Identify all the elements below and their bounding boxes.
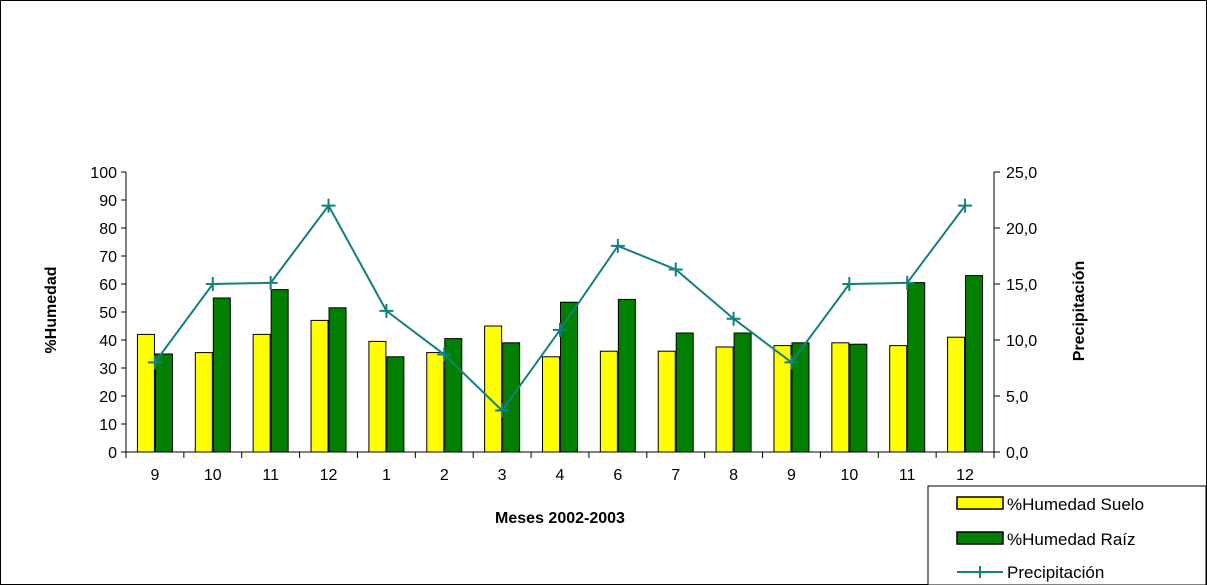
x-tick-label: 12: [320, 467, 338, 484]
left-tick-label: 30: [99, 361, 117, 378]
bar-humedad-suelo: [831, 342, 850, 453]
precipitation-point: [379, 303, 394, 318]
precipitation-point: [842, 277, 857, 291]
precipitation-point: [900, 275, 915, 290]
bar-humedad-suelo: [252, 333, 271, 453]
x-tick-label: 7: [671, 467, 680, 484]
legend-swatch-humedad-suelo: [956, 496, 1004, 510]
precipitation-point: [553, 322, 567, 337]
precipitation-point: [610, 238, 625, 253]
legend: %Humedad Suelo %Humedad Raíz Precipitaci…: [927, 485, 1207, 585]
left-tick-label: 70: [99, 249, 117, 266]
x-tick-label: 10: [204, 467, 222, 484]
x-tick-label: 2: [440, 467, 449, 484]
legend-label-humedad-suelo: %Humedad Suelo: [1007, 495, 1144, 514]
bar-humedad-suelo: [426, 352, 445, 453]
right-tick-label: 25,0: [1006, 165, 1037, 182]
right-tick-label: 0,0: [1006, 445, 1028, 462]
x-axis-title: Meses 2002-2003: [495, 510, 625, 527]
x-axis: 9 10 11 12 1 2 3 4 6 7 8 9 10 11 12: [125, 451, 995, 484]
left-tick-label: 50: [99, 305, 117, 322]
bar-humedad-raiz: [733, 332, 752, 453]
precipitation-point: [263, 275, 278, 290]
precipitation-point: [726, 311, 741, 326]
precipitation-line-group: [147, 198, 973, 418]
bar-humedad-raiz: [386, 356, 405, 453]
bar-humedad-raiz: [791, 342, 810, 453]
bar-humedad-suelo: [599, 350, 618, 453]
left-tick-label: 100: [90, 165, 117, 182]
bar-humedad-suelo: [773, 345, 792, 453]
legend-swatch-humedad-raiz: [956, 531, 1004, 545]
precipitation-point: [437, 347, 452, 362]
right-tick-label: 15,0: [1006, 277, 1037, 294]
bar-humedad-suelo: [715, 346, 734, 453]
x-tick-label: 4: [556, 467, 565, 484]
left-tick-label: 0: [108, 445, 117, 462]
bar-humedad-raiz: [328, 307, 347, 453]
bar-humedad-raiz: [560, 301, 578, 453]
right-y-axis-title: Precipitación: [1071, 261, 1088, 361]
left-y-axis: 0 10 20 30 40 50 60 70 80 90 100: [90, 165, 127, 462]
bar-humedad-suelo: [889, 345, 908, 453]
bar-humedad-raiz: [617, 298, 636, 453]
left-tick-label: 20: [99, 389, 117, 406]
bar-humedad-suelo: [368, 340, 387, 453]
x-tick-label: 11: [262, 467, 279, 484]
precipitation-point: [668, 262, 683, 277]
precipitation-point: [321, 198, 336, 213]
bar-humedad-raiz: [965, 275, 984, 453]
legend-label-humedad-raiz: %Humedad Raíz: [1007, 530, 1136, 549]
bar-humedad-suelo: [484, 325, 503, 453]
x-tick-label: 6: [613, 467, 622, 484]
precipitation-point: [495, 403, 510, 418]
bar-humedad-suelo: [657, 350, 676, 453]
legend-label-precipitacion: Precipitación: [1007, 563, 1104, 582]
right-tick-label: 5,0: [1006, 389, 1028, 406]
bar-humedad-suelo: [310, 319, 329, 453]
bar-humedad-raiz: [444, 338, 463, 453]
bar-humedad-raiz: [849, 343, 868, 453]
left-tick-label: 80: [99, 221, 117, 238]
x-tick-label: 9: [787, 467, 796, 484]
precipitation-point: [147, 355, 162, 370]
bars-group: [136, 275, 984, 453]
precipitation-point: [784, 355, 799, 370]
x-tick-label: 11: [899, 467, 916, 484]
legend-marker-precipitacion: [974, 566, 986, 578]
x-tick-label: 12: [956, 467, 974, 484]
bar-humedad-raiz: [270, 289, 289, 453]
x-tick-label: 8: [729, 467, 738, 484]
left-tick-label: 40: [99, 333, 117, 350]
left-tick-label: 60: [99, 277, 117, 294]
x-tick-label: 9: [150, 467, 159, 484]
right-tick-label: 20,0: [1006, 221, 1037, 238]
bar-humedad-raiz: [154, 353, 173, 453]
x-tick-label: 3: [498, 467, 507, 484]
right-y-axis: 0,0 5,0 10,0 15,0 20,0 25,0: [993, 165, 1037, 462]
bar-humedad-suelo: [136, 333, 155, 453]
bar-humedad-suelo: [542, 356, 560, 453]
bar-humedad-raiz: [675, 332, 694, 453]
right-tick-label: 10,0: [1006, 333, 1037, 350]
bar-humedad-raiz: [907, 282, 926, 453]
x-tick-label: 1: [382, 467, 391, 484]
bar-humedad-raiz: [212, 297, 231, 453]
bar-humedad-suelo: [947, 336, 966, 453]
precipitation-point: [205, 277, 220, 291]
left-tick-label: 90: [99, 193, 117, 210]
left-tick-label: 10: [99, 417, 117, 434]
x-tick-label: 10: [840, 467, 858, 484]
bar-humedad-suelo: [194, 352, 213, 453]
precipitation-point: [958, 198, 973, 213]
left-y-axis-title: %Humedad: [43, 266, 60, 353]
